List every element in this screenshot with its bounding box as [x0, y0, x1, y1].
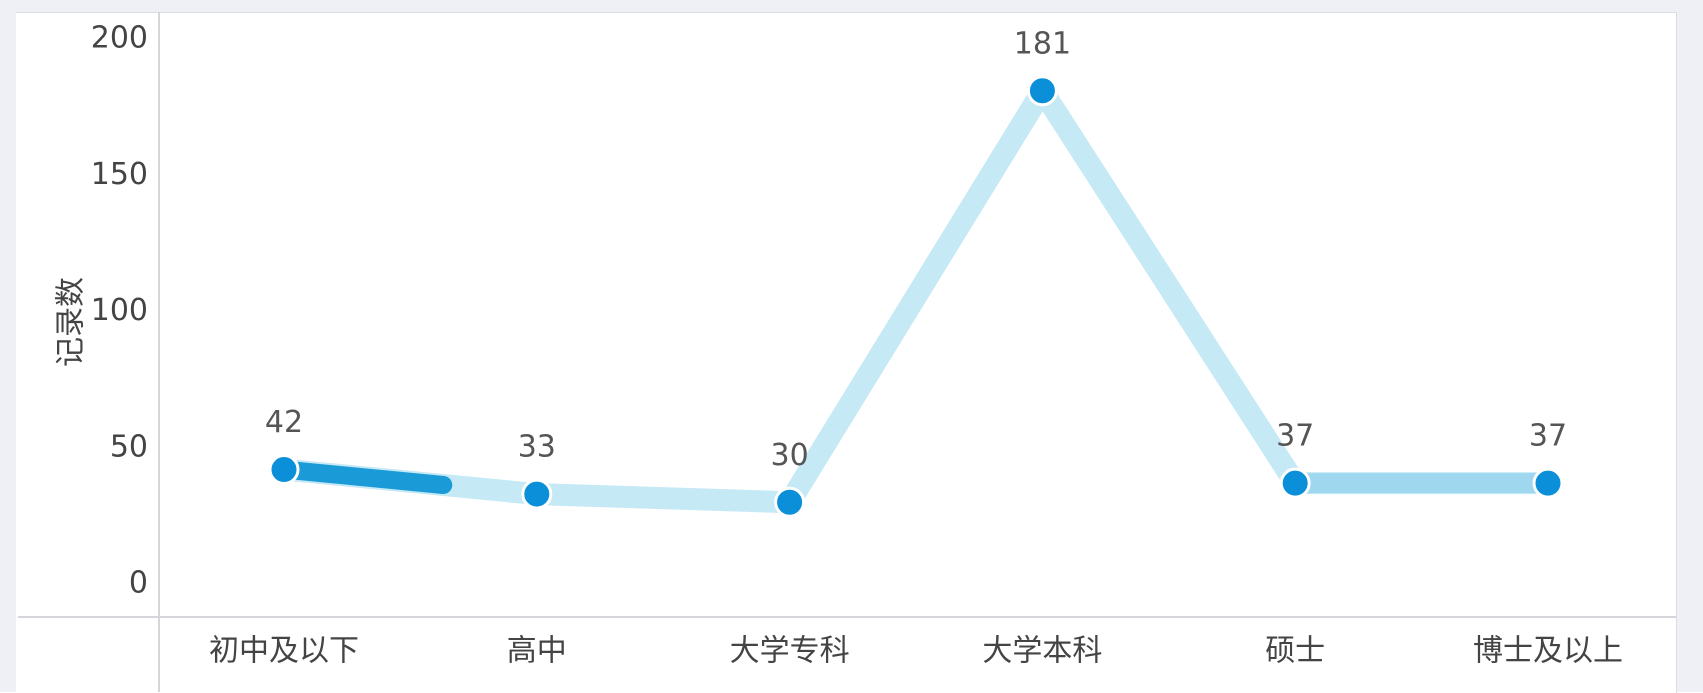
- data-point[interactable]: [1026, 75, 1058, 107]
- data-labels: 42 33 30 181 37 37: [265, 26, 1567, 472]
- data-label: 30: [771, 438, 809, 473]
- y-tick-label: 100: [91, 293, 148, 328]
- x-tick-label: 博士及以上: [1473, 634, 1623, 669]
- x-tick-label: 大学专科: [730, 634, 850, 669]
- data-label: 37: [1276, 419, 1314, 454]
- y-tick-label: 50: [110, 429, 148, 464]
- data-point[interactable]: [521, 478, 553, 510]
- x-tick-label: 初中及以下: [209, 634, 359, 669]
- y-tick-label: 150: [91, 157, 148, 192]
- series-highlight-segment: [275, 460, 453, 495]
- data-point[interactable]: [1279, 467, 1311, 499]
- x-ticks: 初中及以下 高中 大学专科 大学本科 硕士 博士及以上: [209, 634, 1623, 669]
- x-tick-label: 高中: [507, 634, 567, 669]
- chart-panel: [16, 12, 1677, 693]
- y-ticks: 0 50 100 150 200: [91, 21, 148, 601]
- data-label: 181: [1014, 26, 1071, 61]
- y-tick-label: 0: [129, 566, 148, 601]
- data-point[interactable]: [774, 486, 806, 518]
- series-line: [273, 79, 1559, 514]
- data-point[interactable]: [268, 454, 300, 486]
- series: [273, 79, 1559, 514]
- data-label: 42: [265, 405, 303, 440]
- y-tick-label: 200: [91, 21, 148, 56]
- markers: [268, 75, 1564, 518]
- data-point[interactable]: [1532, 467, 1564, 499]
- x-tick-label: 大学本科: [982, 634, 1102, 669]
- data-label: 33: [518, 430, 556, 465]
- data-label: 37: [1529, 419, 1567, 454]
- y-axis-title: 记录数: [54, 277, 89, 367]
- x-tick-label: 硕士: [1265, 634, 1325, 669]
